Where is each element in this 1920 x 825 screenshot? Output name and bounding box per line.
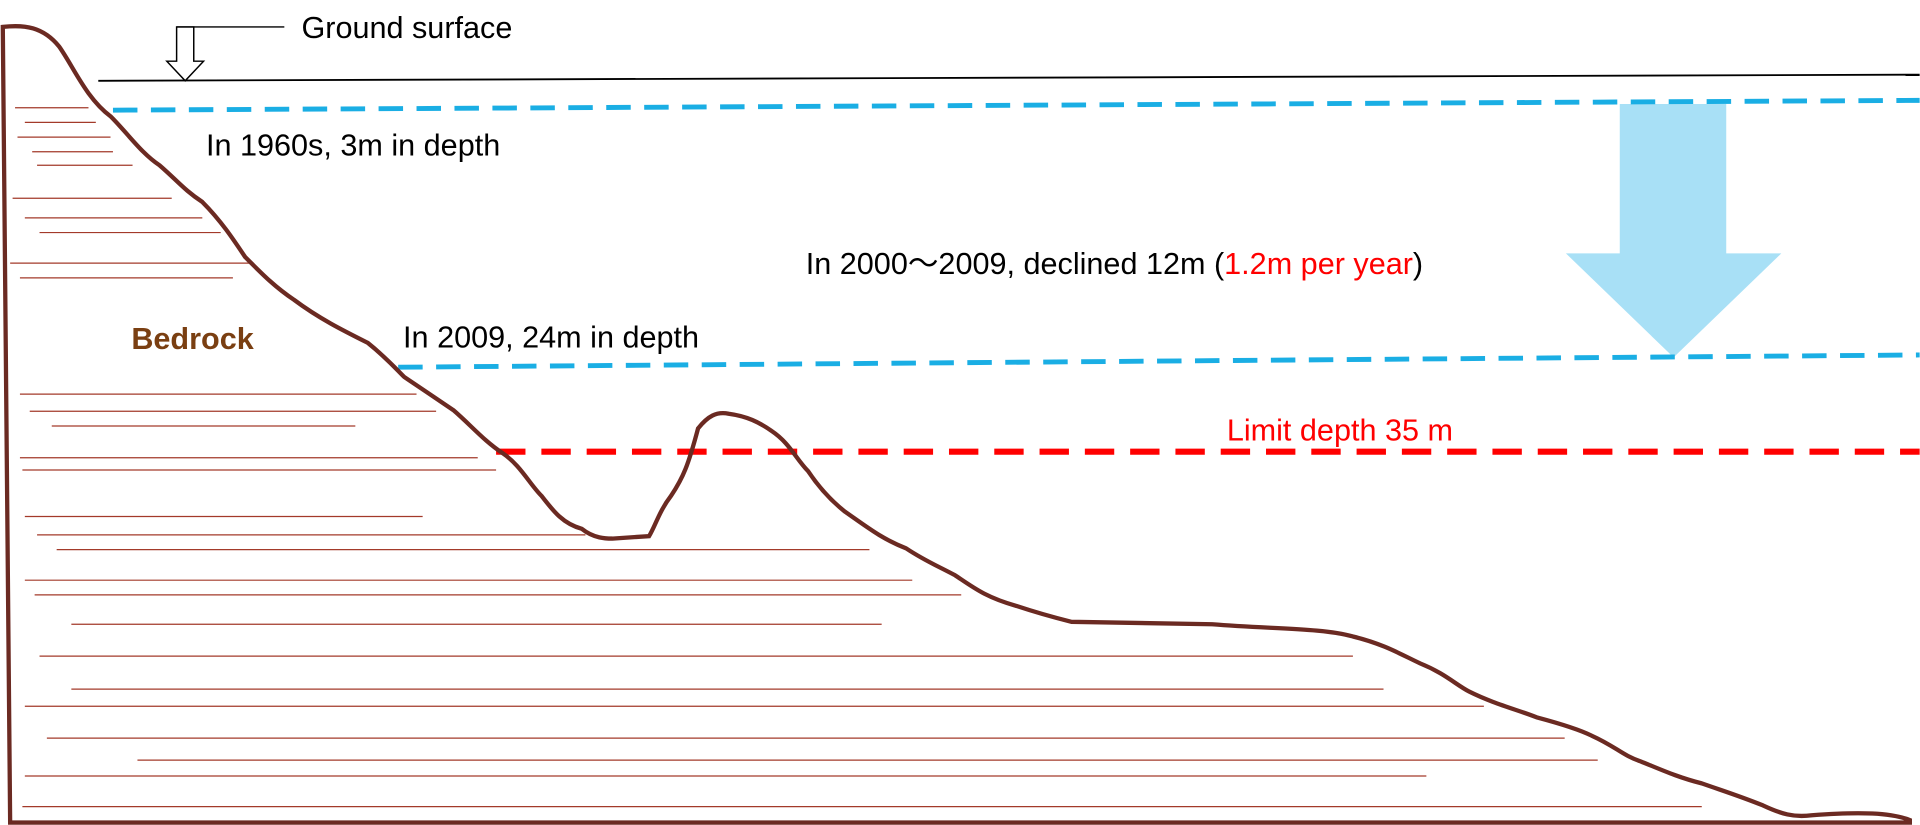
decline-arrow	[1566, 104, 1781, 357]
ground-line	[98, 75, 1919, 81]
decline-prefix: In 2000～2009, declined 12m (	[806, 247, 1225, 281]
bedrock-label: Bedrock	[131, 322, 254, 356]
groundwater-diagram: Ground surface In 1960s, 3m in depth In …	[0, 0, 1920, 825]
ground-surface-label: Ground surface	[301, 11, 512, 45]
level-1960s-label: In 1960s, 3m in depth	[206, 128, 500, 162]
page: {"labels": { "ground_surface": "Ground s…	[0, 0, 1920, 825]
decline-suffix: )	[1413, 247, 1423, 281]
water-level-2009	[398, 355, 1919, 367]
ground-arrow	[167, 27, 204, 81]
decline-rate: 1.2m per year	[1224, 247, 1413, 281]
level-2009-label: In 2009, 24m in depth	[403, 321, 699, 355]
limit-depth-label: Limit depth 35 m	[1227, 414, 1453, 448]
decline-label: In 2000～2009, declined 12m (1.2m per yea…	[806, 247, 1423, 281]
bedrock-hatching	[10, 108, 1702, 807]
